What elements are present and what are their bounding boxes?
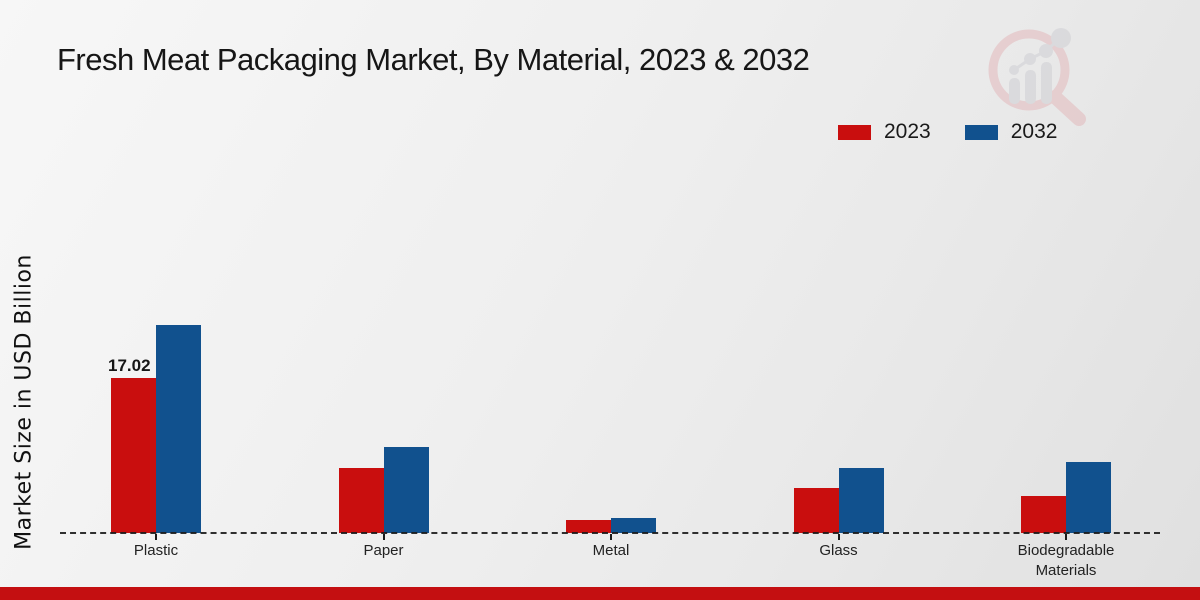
bar-2032-metal xyxy=(611,517,656,533)
bar-2023-glass xyxy=(793,488,839,533)
bar-2023-paper xyxy=(338,467,384,533)
legend-item-2032: 2032 xyxy=(964,120,1058,144)
category-label-metal: Metal xyxy=(592,542,630,559)
x-axis-tick-glass xyxy=(837,534,840,540)
category-label-paper: Paper xyxy=(363,542,404,559)
x-axis-tick-biodegradable-materials xyxy=(1065,534,1067,540)
bar-2032-plastic xyxy=(156,324,201,533)
bar-2032-biodegradable-materials xyxy=(1066,462,1111,533)
x-axis-dashed-baseline xyxy=(60,532,1160,534)
bar-2032-glass xyxy=(838,468,884,533)
bar-2032-paper xyxy=(383,446,429,533)
x-axis-tick-plastic xyxy=(155,534,157,540)
magnifier-bars-logo-icon xyxy=(988,28,1086,126)
bar-2023-biodegradable-materials xyxy=(1021,495,1066,533)
chart-title: Fresh Meat Packaging Market, By Material… xyxy=(57,42,810,77)
bar-2023-plastic xyxy=(111,378,156,533)
legend-label-2023: 2023 xyxy=(884,120,931,143)
y-axis-label: Market Size in USD Billion xyxy=(11,254,37,550)
bar-value-label-2023-plastic: 17.02 xyxy=(108,356,151,376)
legend-label-2032: 2032 xyxy=(1010,120,1058,143)
x-axis-tick-paper xyxy=(382,534,385,540)
legend-item-2023: 2023 xyxy=(838,120,931,144)
footer-accent-bar xyxy=(0,587,1200,600)
legend-swatch-2023 xyxy=(838,124,871,140)
legend-swatch-2032 xyxy=(964,124,998,140)
x-axis-tick-metal xyxy=(610,534,612,540)
bar-2023-metal xyxy=(566,520,611,533)
category-label-plastic: Plastic xyxy=(133,542,179,559)
category-label-glass: Glass xyxy=(819,542,858,559)
category-label-biodegradable-materials: Biodegradable Materials xyxy=(1017,542,1115,580)
legend: 2023 2032 xyxy=(838,120,1057,144)
